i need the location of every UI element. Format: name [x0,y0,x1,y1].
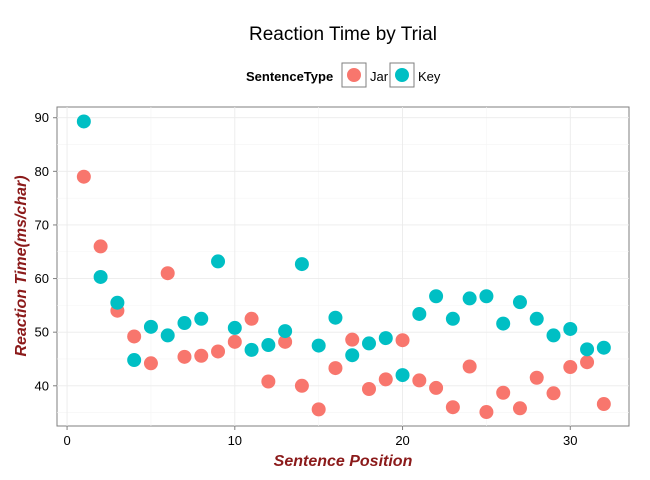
point-jar [445,400,460,415]
point-key [412,306,427,321]
point-key [580,342,595,357]
y-axis-ticks: 40 50 60 70 80 90 [35,110,57,393]
series-jar [76,169,611,420]
point-key [563,321,578,336]
point-jar [211,344,226,359]
point-key [362,336,376,351]
point-key [479,289,494,304]
point-jar [127,329,142,344]
point-jar [160,266,175,281]
data-points [76,114,611,420]
point-key [143,319,158,334]
point-jar [227,334,242,349]
point-jar [278,334,293,349]
point-key [227,320,242,335]
point-jar [512,401,527,416]
point-key [76,114,91,129]
point-jar [194,348,209,363]
legend-key-key [395,68,409,82]
y-axis-label: Reaction Time(ms/char) [13,175,30,356]
grid-lines [57,107,629,426]
point-jar [462,359,477,374]
legend-item-jar: Jar [341,62,389,88]
point-jar [345,332,360,347]
point-jar [362,382,376,397]
point-jar [529,370,544,385]
point-jar [143,356,158,371]
legend-key-box [341,62,367,88]
point-key [345,348,360,363]
point-key [211,254,226,269]
y-tick-label: 40 [35,378,49,393]
y-tick-label: 50 [35,325,49,340]
point-key [244,342,259,357]
point-key [596,340,611,355]
point-jar [563,360,578,375]
point-jar [496,385,511,400]
point-jar [546,386,561,401]
point-jar [244,311,259,326]
point-key [529,311,544,326]
point-key [278,324,293,339]
legend-item-key: Key [389,62,441,88]
series-key [76,114,611,383]
legend: SentenceType Jar Key [246,62,441,88]
point-jar [395,333,410,348]
x-tick-label: 20 [395,433,409,448]
point-key [328,310,343,325]
point-jar [177,349,192,364]
point-key [127,353,142,368]
point-key [110,295,125,310]
legend-title: SentenceType [246,69,333,84]
point-jar [294,378,309,393]
x-tick-label: 30 [563,433,577,448]
chart-title: Reaction Time by Trial [249,24,437,45]
point-key [93,269,108,284]
point-key [445,311,460,326]
y-tick-label: 70 [35,217,49,232]
point-key [378,331,393,346]
point-key [261,338,276,353]
point-key [311,338,326,353]
x-tick-label: 10 [228,433,242,448]
point-key [160,328,175,343]
point-key [546,328,561,343]
point-jar [311,402,326,417]
point-jar [479,405,494,420]
x-axis-ticks: 0 10 20 30 [63,426,578,448]
point-jar [93,239,108,254]
x-axis-label: Sentence Position [274,453,413,470]
legend-key-jar [347,68,361,82]
point-key [429,289,444,304]
point-jar [580,355,595,370]
legend-label-jar: Jar [370,69,389,84]
point-jar [378,372,393,387]
y-tick-label: 60 [35,271,49,286]
point-key [194,311,209,326]
point-jar [429,380,444,395]
point-key [512,295,527,310]
x-tick-label: 0 [63,433,70,448]
y-tick-label: 90 [35,110,49,125]
point-key [177,316,192,331]
point-key [496,316,511,331]
point-key [294,257,309,272]
point-jar [596,397,611,412]
point-jar [261,374,276,389]
point-jar [328,361,343,376]
legend-label-key: Key [418,69,441,84]
point-jar [76,169,91,184]
point-key [462,291,477,306]
point-jar [412,373,427,388]
point-key [395,368,410,383]
y-tick-label: 80 [35,164,49,179]
